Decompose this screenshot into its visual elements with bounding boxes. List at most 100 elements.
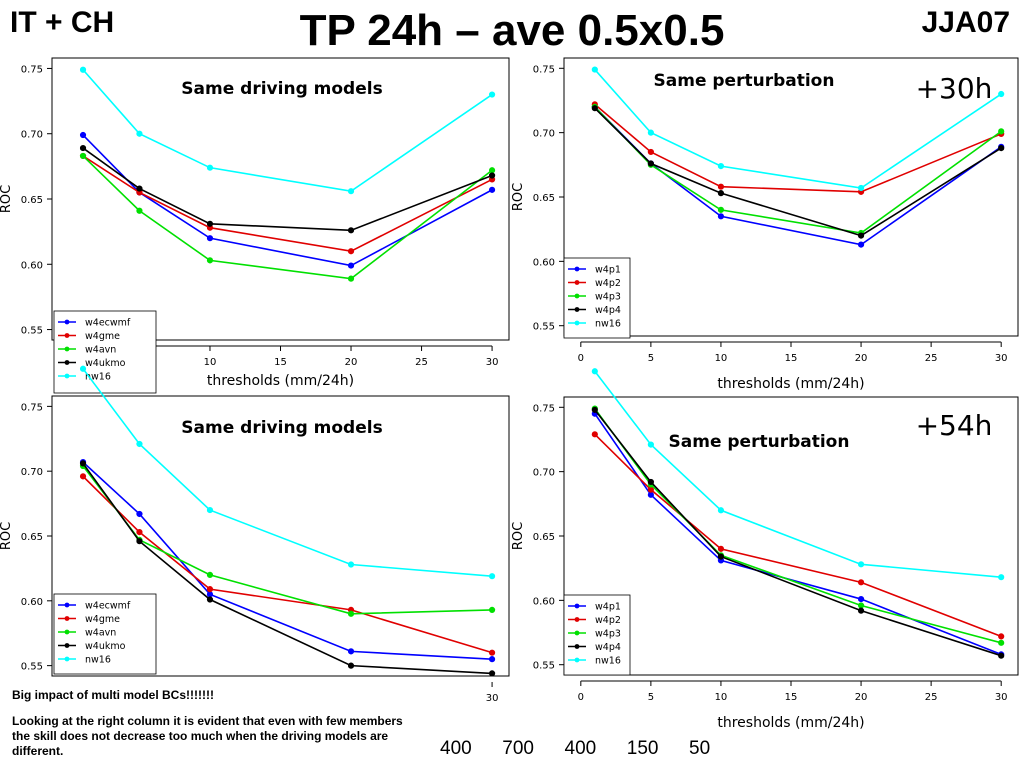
- legend-box: [563, 594, 631, 676]
- chart-title: Same perturbation: [669, 432, 850, 452]
- data-point-w4ecwmf: [79, 131, 87, 139]
- x-tick-label: 25: [925, 692, 938, 703]
- data-point-nw16: [206, 164, 214, 171]
- legend-marker: [574, 293, 580, 299]
- legend-marker: [64, 319, 70, 325]
- data-point-nw16: [591, 66, 598, 73]
- data-point-w4ecwmf: [206, 235, 214, 242]
- data-point-w4ukmo: [79, 460, 87, 467]
- data-point-nw16: [717, 507, 725, 514]
- y-tick-label: 0.65: [533, 193, 555, 204]
- y-tick-label: 0.70: [21, 467, 43, 478]
- x-tick-label: 0: [578, 692, 584, 703]
- data-point-w4ukmo: [206, 220, 214, 227]
- data-point-w4ukmo: [347, 662, 355, 669]
- y-tick-label: 0.60: [533, 596, 555, 607]
- legend-label: nw16: [595, 656, 621, 667]
- data-point-w4ukmo: [136, 185, 143, 192]
- y-axis-label: ROC: [511, 522, 526, 550]
- x-tick-label: 20: [855, 353, 868, 364]
- legend-marker: [574, 657, 580, 663]
- x-tick-label: 10: [204, 357, 217, 368]
- data-point-w4p1: [717, 213, 725, 220]
- legend-label: w4p4: [595, 305, 621, 316]
- conclusion-note: Looking at the right column it is eviden…: [12, 714, 403, 758]
- data-point-nw16: [347, 188, 355, 195]
- x-tick-label: 25: [415, 357, 428, 368]
- legend-marker: [64, 629, 70, 635]
- legend-marker: [574, 320, 580, 326]
- legend-marker: [64, 373, 70, 379]
- x-tick-label: 20: [345, 357, 358, 368]
- data-point-w4avn: [206, 257, 214, 264]
- y-tick-label: 0.65: [21, 195, 43, 206]
- legend-marker: [574, 644, 580, 649]
- data-point-w4p1: [647, 491, 654, 498]
- lead-time-label: +54h: [916, 409, 993, 442]
- data-point-w4p3: [857, 602, 865, 609]
- series-line-w4p3: [594, 106, 1002, 234]
- x-tick-label: 5: [648, 692, 654, 703]
- sample-counts: 400 700 400 150 50: [440, 738, 711, 759]
- x-tick-label: 15: [785, 353, 798, 364]
- data-point-w4p4: [998, 144, 1005, 152]
- y-axis-label: ROC: [0, 522, 14, 550]
- legend-label: nw16: [85, 372, 111, 383]
- x-tick-label: 20: [855, 692, 868, 703]
- data-point-w4ukmo: [79, 144, 87, 152]
- data-point-w4avn: [347, 275, 355, 282]
- region-label: IT + CH: [10, 6, 115, 39]
- legend-marker: [64, 346, 70, 352]
- legend-label: w4avn: [85, 345, 116, 356]
- legend-box: [563, 257, 631, 339]
- y-tick-label: 0.70: [21, 130, 43, 141]
- data-point-nw16: [998, 574, 1005, 581]
- y-tick-label: 0.60: [533, 257, 555, 268]
- legend-marker: [64, 616, 70, 621]
- y-tick-label: 0.75: [533, 64, 555, 75]
- data-point-w4p1: [857, 241, 865, 248]
- plot-frame: [51, 57, 510, 341]
- impact-note: Big impact of multi model BCs!!!!!!!: [12, 688, 214, 702]
- roc-chart-perturbation-30h: 0.55 0.60 0.65 0.70 0.75 0 5 10 15 20 25 30 ROC thres…: [511, 57, 1019, 392]
- data-point-w4p4: [717, 190, 725, 197]
- data-point-w4avn: [347, 610, 355, 617]
- y-tick-label: 0.60: [21, 597, 43, 608]
- data-point-w4gme: [136, 529, 143, 536]
- series-line-w4gme: [82, 155, 493, 253]
- y-tick-label: 0.70: [533, 129, 555, 140]
- season-label: JJA07: [921, 6, 1010, 39]
- legend-label: w4p3: [595, 629, 621, 640]
- x-axis-label: thresholds (mm/24h): [207, 373, 354, 389]
- x-tick-label: 0: [578, 353, 584, 364]
- data-point-w4avn: [136, 207, 143, 214]
- y-tick-label: 0.75: [533, 403, 555, 414]
- data-point-w4ecwmf: [347, 648, 355, 655]
- data-point-w4ukmo: [488, 670, 496, 677]
- data-point-nw16: [347, 561, 355, 568]
- data-point-w4ukmo: [136, 538, 143, 545]
- x-tick-label: 10: [715, 692, 728, 703]
- x-tick-label: 15: [785, 692, 798, 703]
- x-tick-label: 15: [274, 357, 287, 368]
- series-line-w4ecwmf: [82, 134, 493, 267]
- legend-label: w4p1: [595, 602, 621, 613]
- data-point-w4gme: [347, 248, 355, 255]
- legend-label: w4ecwmf: [85, 601, 131, 612]
- data-point-w4avn: [488, 167, 496, 174]
- data-point-nw16: [717, 163, 725, 170]
- data-point-w4avn: [206, 571, 214, 578]
- data-point-nw16: [488, 573, 496, 580]
- data-point-w4ecwmf: [136, 510, 143, 518]
- data-point-nw16: [857, 561, 865, 568]
- y-axis-label: ROC: [0, 185, 14, 213]
- series-line-nw16: [594, 370, 1002, 578]
- legend-label: w4gme: [85, 614, 120, 625]
- legend-label: w4p1: [595, 265, 621, 276]
- data-point-w4p2: [647, 148, 654, 156]
- data-point-nw16: [998, 90, 1005, 98]
- data-point-w4ecwmf: [206, 591, 214, 598]
- legend-label: w4ecwmf: [85, 318, 131, 329]
- legend-label: w4ukmo: [85, 641, 126, 652]
- legend-label: w4ukmo: [85, 358, 126, 369]
